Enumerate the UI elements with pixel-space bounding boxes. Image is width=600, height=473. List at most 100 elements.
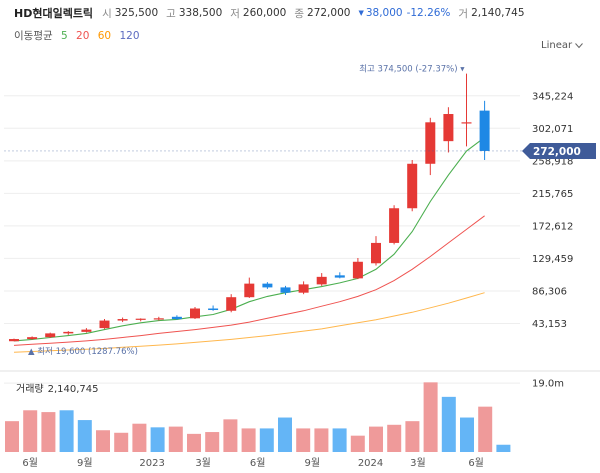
volume-bars (5, 382, 511, 452)
down-arrow-icon: ▼ (358, 9, 364, 17)
volume-bar (132, 423, 147, 452)
current-price-tag-text: 272,000 (533, 146, 581, 158)
open-label: 시 (102, 7, 112, 20)
x-tick-label: 6월 (250, 457, 266, 469)
candle-body (244, 283, 255, 298)
candle (443, 107, 454, 153)
ma-20-line (13, 215, 485, 346)
candle-body (280, 287, 291, 293)
volume-bar (114, 432, 129, 452)
volume-bar (369, 426, 383, 452)
volume-bar (223, 419, 238, 452)
volume-max-label: 19.0m (532, 379, 564, 390)
high-price: 338,500 (178, 7, 223, 19)
candle-body (407, 163, 418, 209)
volume-bar (77, 420, 92, 452)
y-tick-label: 215,765 (532, 189, 573, 200)
x-axis-labels: 6월 9월 2023 3월 6월 9월 2024 3월 6월 (22, 457, 483, 469)
candle-body (352, 261, 363, 279)
candle (244, 277, 255, 298)
candle-body (99, 320, 110, 329)
candle-body (153, 318, 164, 320)
ma-60-label: 60 (97, 30, 112, 42)
candlesticks (9, 73, 490, 342)
volume-bar (314, 428, 329, 452)
candle (389, 205, 400, 245)
x-tick-label: 2023 (139, 458, 164, 469)
volume-bar (168, 426, 183, 452)
x-tick-label: 9월 (77, 457, 93, 469)
candle (99, 319, 110, 329)
candle (153, 316, 164, 321)
candle-body (9, 339, 19, 342)
volume-bar (496, 444, 511, 452)
candle (171, 315, 182, 320)
candle-body (190, 308, 200, 319)
x-tick-label: 6월 (468, 457, 484, 469)
candle (280, 285, 291, 295)
candle-body (316, 276, 327, 285)
volume-bar (205, 432, 220, 452)
x-tick-label: 3월 (195, 457, 211, 469)
candle-body (461, 122, 472, 124)
candle (352, 258, 363, 280)
volume-bar (41, 412, 56, 452)
candle (461, 73, 472, 147)
volume-bar (387, 424, 402, 452)
volume-bar (441, 396, 456, 452)
high-label: 고 (166, 7, 176, 20)
candle-body (479, 110, 490, 151)
stock-header: HD현대일렉트릭 시 325,500 고 338,500 저 260,000 종… (14, 5, 533, 21)
volume-panel-value: 2,140,745 (47, 384, 99, 395)
candle-body (298, 284, 309, 293)
ma-60-line (13, 292, 485, 353)
candle (208, 305, 219, 311)
scale-toggle[interactable]: Linear (541, 40, 583, 51)
candle (425, 117, 436, 176)
candle-body (425, 122, 436, 164)
volume-value: 2,140,745 (471, 7, 525, 19)
candle-body (208, 308, 219, 311)
close-label: 종 (294, 7, 305, 20)
ma-5-label: 5 (60, 30, 68, 42)
y-tick-label: 43,153 (532, 319, 567, 330)
candle (479, 100, 490, 160)
volume-bar (259, 428, 274, 452)
volume-bar (460, 417, 474, 452)
candle (190, 307, 200, 320)
volume-panel-label: 거래량 2,140,745 (16, 380, 99, 395)
y-tick-label: 129,459 (532, 254, 573, 265)
current-price-tag-bg (522, 142, 596, 159)
candle-body (371, 242, 381, 264)
open-price: 325,500 (114, 7, 159, 19)
volume-bar (332, 428, 347, 452)
candle (135, 318, 146, 322)
change-percent: -12.26% (406, 7, 451, 19)
stock-name: HD현대일렉트릭 (14, 7, 94, 20)
candle (63, 331, 74, 335)
candle (371, 236, 381, 266)
moving-average-legend[interactable]: 이동평균 5 20 60 120 (14, 28, 145, 43)
candle (81, 328, 92, 333)
volume-bar (23, 410, 38, 452)
candle-body (389, 208, 400, 243)
volume-bar (241, 428, 256, 452)
candle (27, 336, 38, 340)
candle-body (27, 337, 38, 340)
volume-bar (405, 421, 420, 452)
candle-body (81, 329, 92, 332)
candle-body (262, 283, 273, 288)
candle-body (334, 275, 345, 278)
x-tick-label: 6월 (22, 457, 38, 469)
grid-lines (0, 95, 600, 384)
scale-label: Linear (541, 40, 573, 51)
volume-bar (59, 410, 74, 452)
volume-bar (478, 406, 493, 452)
volume-panel-title: 거래량 (16, 384, 44, 395)
min-price-annotation: ▲ 최저 19,600 (1287.76%) (28, 346, 138, 357)
change-amount: 38,000 (365, 7, 403, 19)
candle (334, 272, 345, 279)
candle-body (443, 114, 454, 142)
y-tick-label: 258,918 (532, 156, 573, 167)
